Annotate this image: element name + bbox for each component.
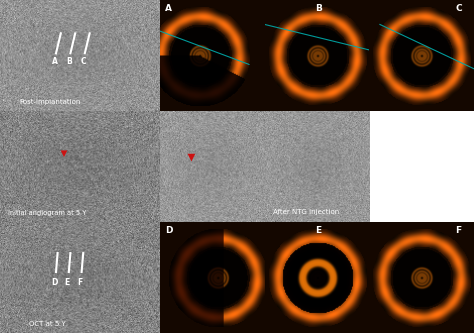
Text: Initial angiogram at 5 Y: Initial angiogram at 5 Y: [8, 210, 86, 216]
Text: B: B: [315, 4, 322, 13]
Text: B: B: [66, 57, 72, 66]
Text: OCT at 5 Y: OCT at 5 Y: [29, 321, 65, 327]
Text: After NTG injection: After NTG injection: [273, 209, 339, 215]
Text: Post-implantation: Post-implantation: [19, 99, 81, 105]
Text: C: C: [456, 4, 462, 13]
Text: F: F: [456, 226, 461, 235]
Text: D: D: [51, 278, 58, 287]
Text: E: E: [315, 226, 321, 235]
Text: A: A: [52, 57, 57, 66]
Text: A: A: [165, 4, 172, 13]
Text: D: D: [165, 226, 173, 235]
Text: F: F: [77, 278, 82, 287]
Text: E: E: [64, 278, 70, 287]
Text: C: C: [81, 57, 86, 66]
